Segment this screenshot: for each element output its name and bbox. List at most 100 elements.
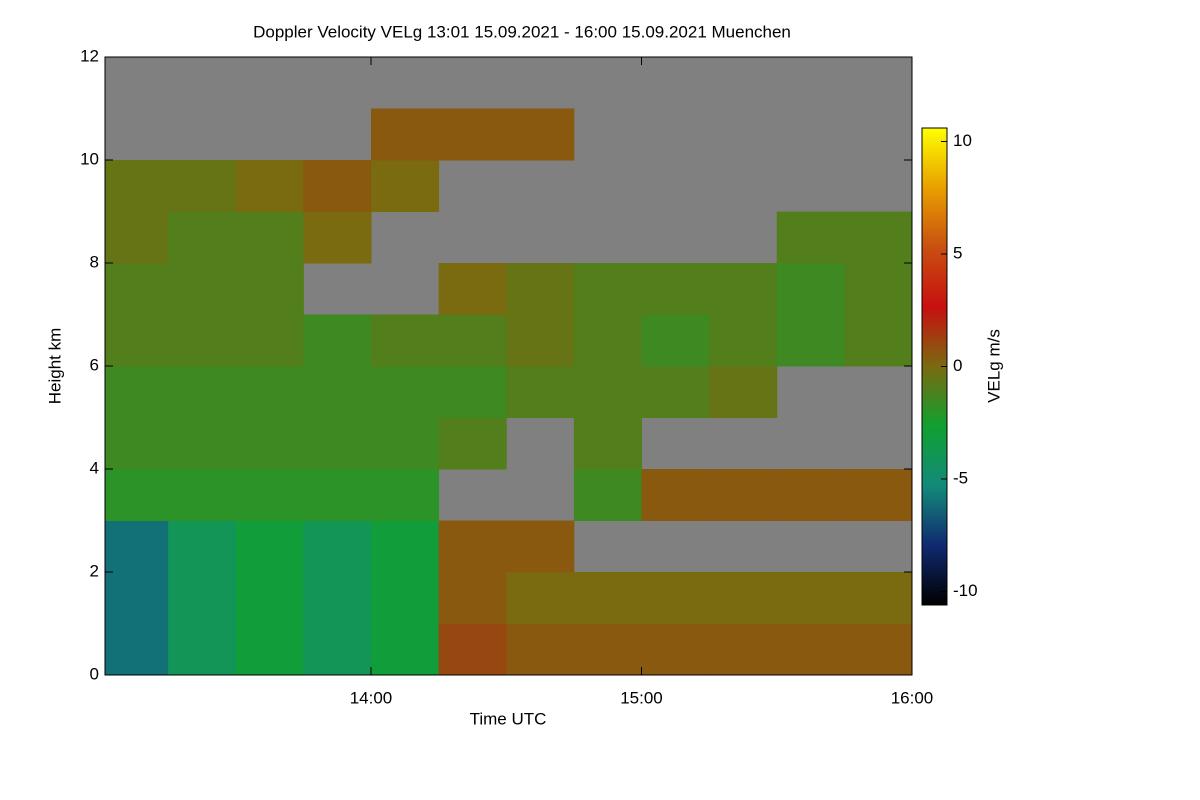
heatmap-cell bbox=[573, 263, 642, 315]
heatmap-cell bbox=[370, 623, 440, 676]
heatmap-cell bbox=[438, 572, 507, 624]
y-tick-label: 8 bbox=[90, 252, 99, 271]
heatmap-cell bbox=[235, 211, 304, 264]
heatmap-cell bbox=[709, 572, 778, 624]
y-tick-label: 10 bbox=[80, 149, 99, 168]
heatmap-cell bbox=[573, 623, 642, 676]
colorbar-tick-label: -5 bbox=[953, 468, 968, 487]
heatmap-cell bbox=[438, 520, 507, 573]
heatmap-cell bbox=[168, 623, 237, 676]
heatmap-cell bbox=[438, 314, 507, 367]
heatmap-cell bbox=[573, 572, 642, 624]
heatmap-cell bbox=[573, 366, 642, 418]
heatmap-cell bbox=[105, 160, 169, 212]
y-tick-label: 12 bbox=[80, 46, 99, 65]
heatmap-cell bbox=[168, 572, 237, 624]
colorbar-tick-label: -10 bbox=[953, 581, 978, 600]
heatmap-cell bbox=[105, 314, 169, 367]
heatmap-cell bbox=[370, 160, 440, 212]
heatmap-cell bbox=[573, 469, 642, 521]
heatmap-cell bbox=[235, 520, 304, 573]
x-axis-label: Time UTC bbox=[470, 709, 547, 728]
heatmap-cell bbox=[438, 623, 507, 676]
heatmap-cell bbox=[168, 314, 237, 367]
heatmap-cell bbox=[844, 572, 913, 624]
heatmap-cell bbox=[844, 211, 913, 264]
y-tick-label: 0 bbox=[90, 664, 99, 683]
heatmap-cell bbox=[709, 469, 778, 521]
heatmap-cell bbox=[303, 623, 372, 676]
heatmap-cell bbox=[303, 520, 372, 573]
heatmap-cell bbox=[573, 417, 642, 470]
x-tick-label: 14:00 bbox=[350, 688, 393, 707]
colorbar-tick-label: 10 bbox=[953, 131, 972, 150]
heatmap-cell bbox=[168, 160, 237, 212]
heatmap-cell bbox=[641, 623, 710, 676]
heatmap-cell bbox=[641, 469, 710, 521]
heatmap-cell bbox=[303, 417, 372, 470]
heatmap-cell bbox=[235, 160, 304, 212]
heatmap-cell bbox=[303, 314, 372, 367]
y-axis-label: Height km bbox=[45, 328, 64, 405]
heatmap-cell bbox=[776, 572, 845, 624]
heatmap-cell bbox=[776, 263, 845, 315]
heatmap-cell bbox=[844, 263, 913, 315]
heatmap-cell bbox=[844, 623, 913, 676]
heatmap-cell bbox=[235, 572, 304, 624]
heatmap-cell bbox=[844, 314, 913, 367]
heatmap-cell bbox=[105, 263, 169, 315]
y-tick-label: 4 bbox=[90, 458, 99, 477]
heatmap-cell bbox=[776, 314, 845, 367]
heatmap-cell bbox=[235, 417, 304, 470]
heatmap-cell bbox=[168, 263, 237, 315]
heatmap-cell bbox=[235, 314, 304, 367]
x-tick-label: 15:00 bbox=[620, 688, 663, 707]
heatmap-cell bbox=[168, 417, 237, 470]
heatmap-cell bbox=[370, 314, 440, 367]
heatmap-cell bbox=[776, 211, 845, 264]
heatmap-cell bbox=[438, 417, 507, 470]
heatmap-cell bbox=[105, 469, 169, 521]
heatmap-cell bbox=[303, 160, 372, 212]
heatmap-cell bbox=[168, 520, 237, 573]
heatmap-cell bbox=[506, 263, 575, 315]
heatmap-cell bbox=[844, 469, 913, 521]
heatmap-cell bbox=[506, 623, 575, 676]
y-tick-label: 6 bbox=[90, 355, 99, 374]
heatmap-cell bbox=[776, 623, 845, 676]
heatmap-cell bbox=[709, 366, 778, 418]
heatmap-cell bbox=[235, 263, 304, 315]
heatmap-cell bbox=[438, 366, 507, 418]
heatmap-cell bbox=[506, 366, 575, 418]
heatmap-cell bbox=[105, 366, 169, 418]
colorbar-tick-label: 5 bbox=[953, 243, 962, 262]
heatmap-cell bbox=[506, 572, 575, 624]
heatmap-cell bbox=[573, 314, 642, 367]
colorbar-tick-label: 0 bbox=[953, 356, 962, 375]
heatmap-cell bbox=[641, 263, 710, 315]
heatmap-cell bbox=[776, 469, 845, 521]
heatmap-cell bbox=[105, 211, 169, 264]
heatmap-cell bbox=[506, 520, 575, 573]
heatmap-cell bbox=[303, 366, 372, 418]
heatmap-cell bbox=[438, 108, 507, 161]
heatmap-cell bbox=[303, 211, 372, 264]
x-tick-label: 16:00 bbox=[891, 688, 934, 707]
heatmap-cell bbox=[303, 572, 372, 624]
heatmap-cell bbox=[709, 623, 778, 676]
heatmap-cell bbox=[641, 572, 710, 624]
y-tick-label: 2 bbox=[90, 561, 99, 580]
heatmap-cell bbox=[105, 572, 169, 624]
heatmap-cell bbox=[370, 469, 440, 521]
heatmap-cell bbox=[438, 263, 507, 315]
heatmap-cell bbox=[370, 572, 440, 624]
heatmap-cell bbox=[235, 366, 304, 418]
heatmap-cell bbox=[506, 314, 575, 367]
heatmap-cell bbox=[168, 469, 237, 521]
heatmap-cell bbox=[105, 520, 169, 573]
heatmap-cell bbox=[506, 108, 575, 161]
colorbar-label: VELg m/s bbox=[984, 329, 1003, 403]
chart-title: Doppler Velocity VELg 13:01 15.09.2021 -… bbox=[253, 22, 791, 41]
heatmap-cell bbox=[303, 469, 372, 521]
